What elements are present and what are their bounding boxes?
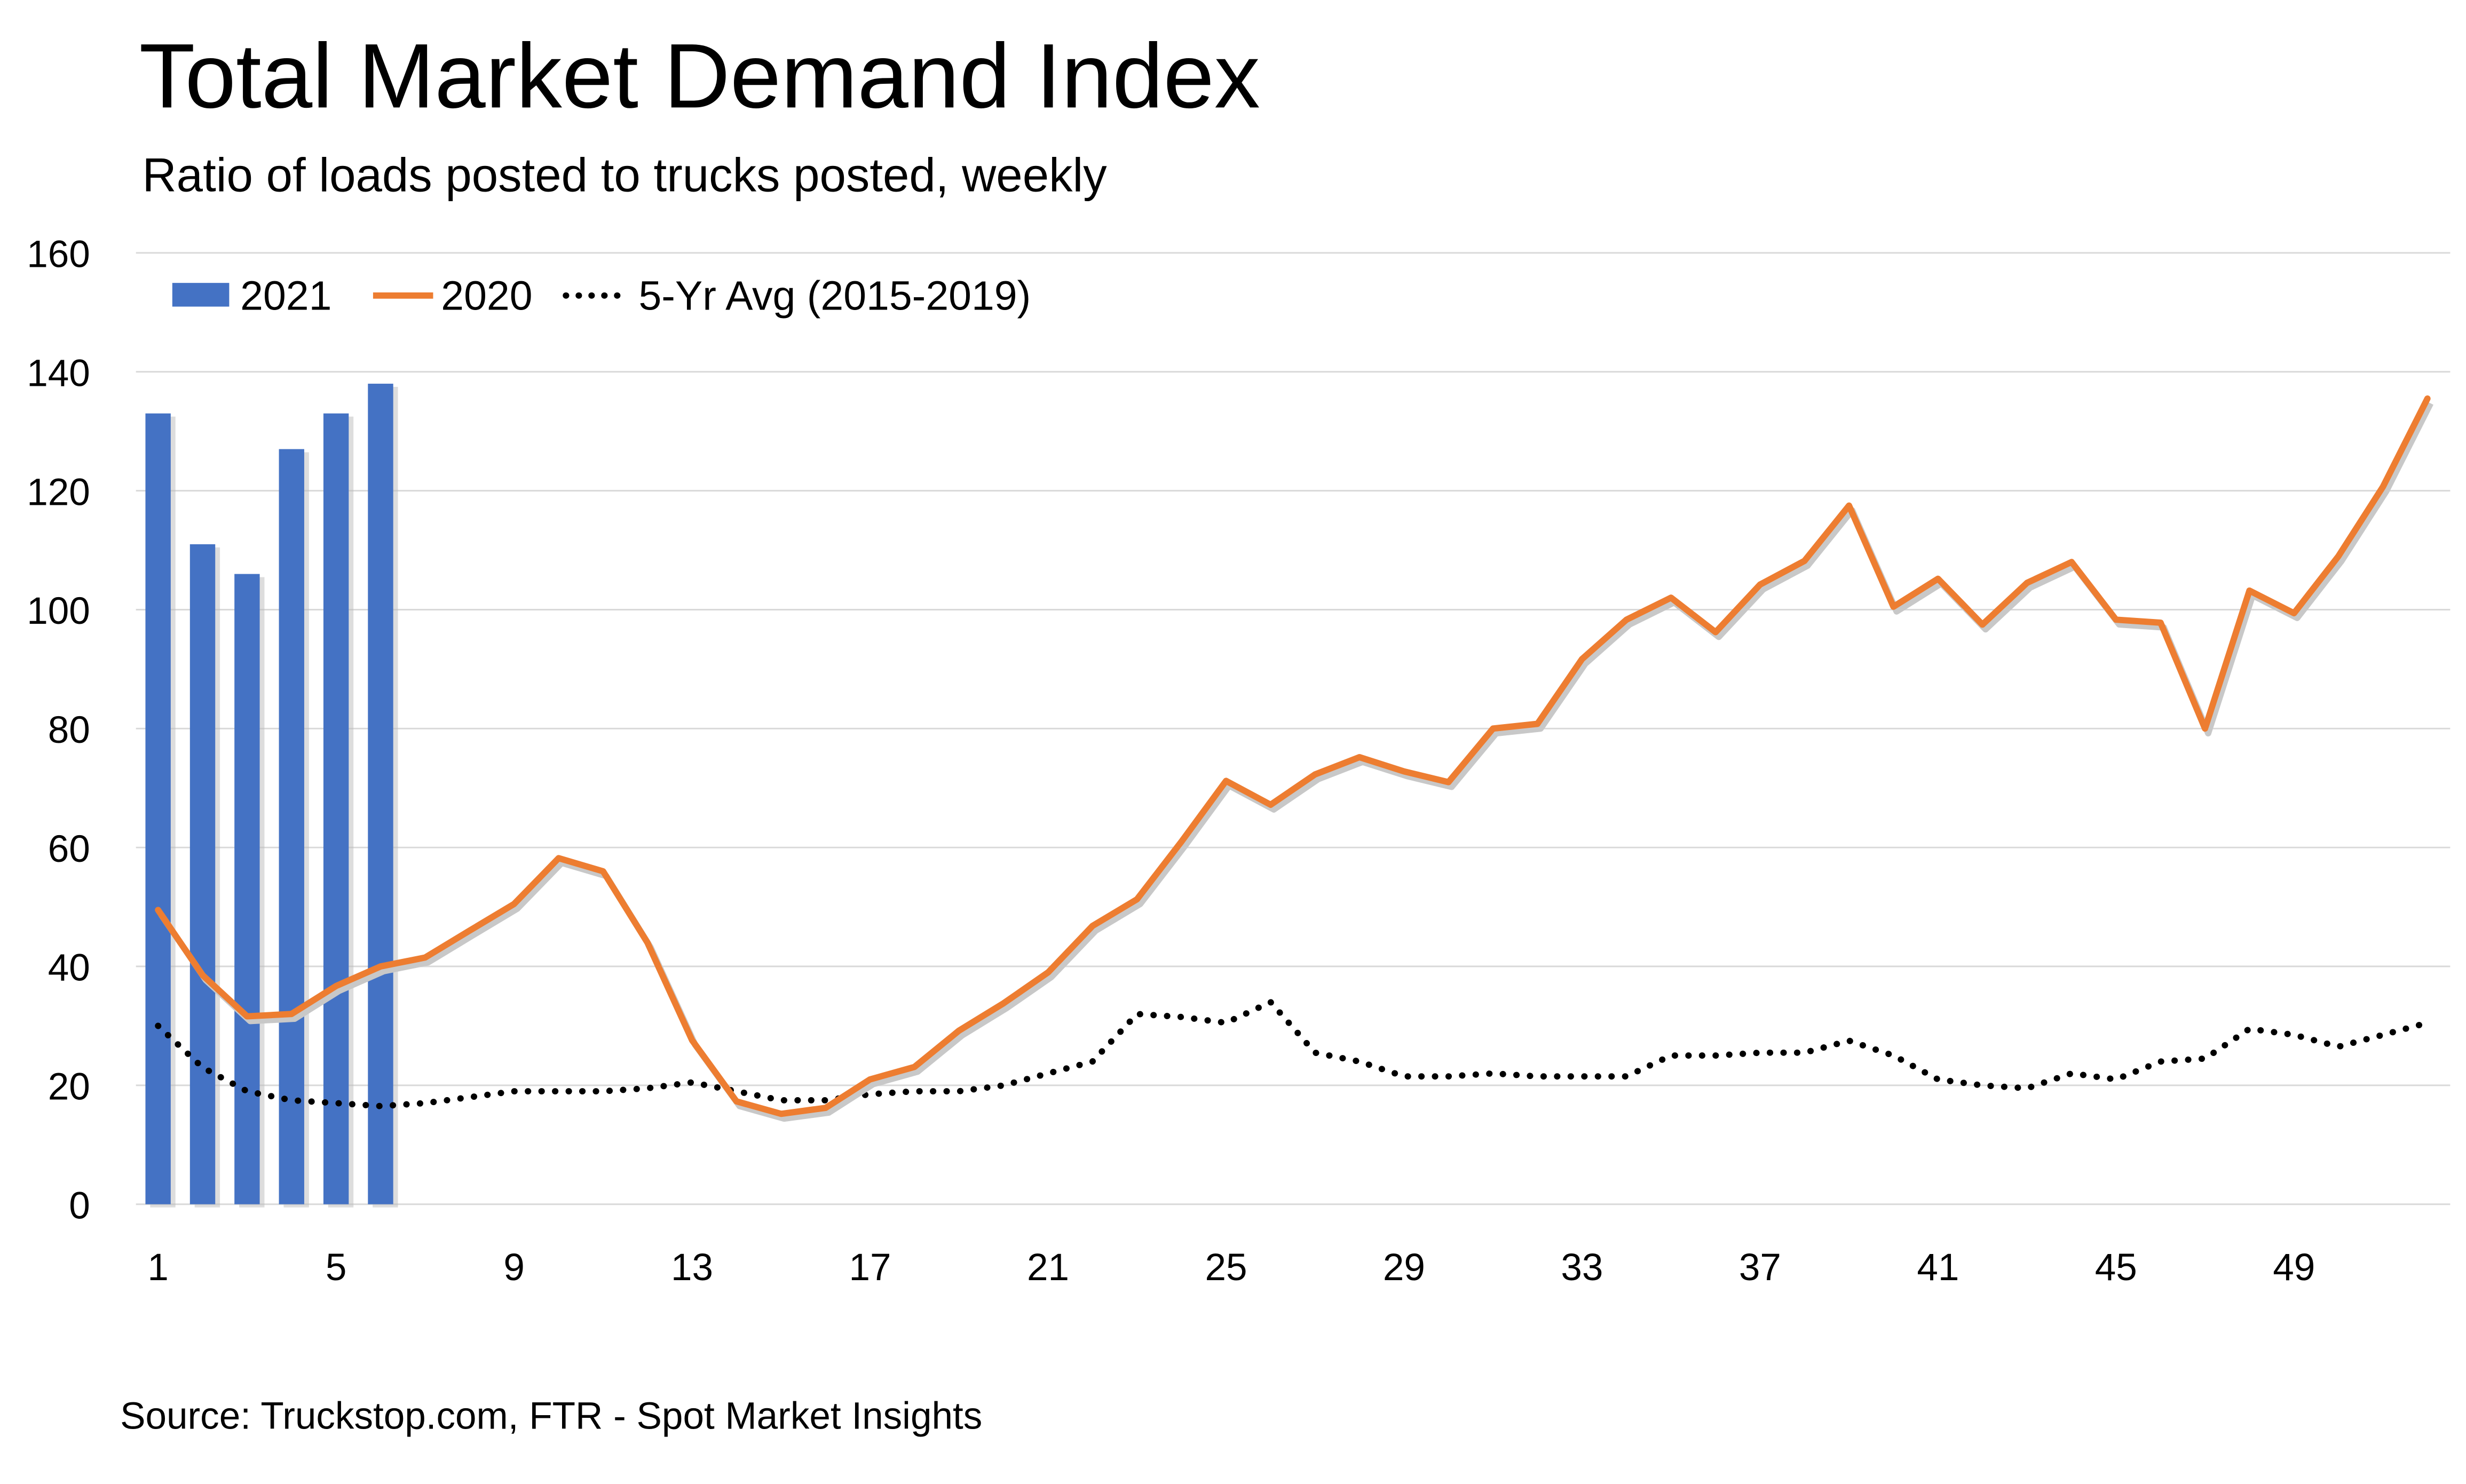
bar-2021 <box>368 384 393 1204</box>
point-2020 <box>1848 505 1850 506</box>
point-2020 <box>1582 658 1583 660</box>
y-tick-label: 80 <box>48 709 90 751</box>
x-tick-label: 25 <box>1205 1247 1247 1289</box>
point-2020 <box>647 942 648 943</box>
y-tick-label: 60 <box>48 828 90 870</box>
line-2020 <box>155 395 2431 1117</box>
x-tick-label: 45 <box>2095 1247 2137 1289</box>
x-tick-label: 1 <box>147 1247 169 1289</box>
x-tick-label: 33 <box>1561 1247 1603 1289</box>
y-tick-label: 120 <box>27 471 90 513</box>
legend-swatch-2021 <box>172 283 230 307</box>
bar-2021 <box>279 449 304 1204</box>
x-tick-label: 37 <box>1739 1247 1781 1289</box>
x-tick-label: 21 <box>1027 1247 1069 1289</box>
legend-label-5yr-avg: 5-Yr Avg (2015-2019) <box>638 273 1031 319</box>
y-tick-label: 160 <box>27 234 90 276</box>
y-tick-label: 40 <box>48 947 90 989</box>
y-tick-label: 20 <box>48 1066 90 1108</box>
source-note: Source: Truckstop.com, FTR - Spot Market… <box>120 1395 982 1437</box>
point-2020 <box>247 1016 248 1017</box>
x-tick-label: 5 <box>326 1247 347 1289</box>
x-tick-label: 13 <box>671 1247 713 1289</box>
bar-2021 <box>189 544 216 1204</box>
x-tick-label: 49 <box>2273 1247 2315 1289</box>
y-tick-label: 100 <box>27 590 90 632</box>
point-2020 <box>870 1079 871 1080</box>
x-tick-label: 9 <box>503 1247 525 1289</box>
bar-2021 <box>234 574 260 1204</box>
legend-label-2020: 2020 <box>441 273 532 319</box>
legend: 2021 2020 5-Yr Avg (2015-2019) <box>172 273 1031 319</box>
point-2020 <box>1003 1003 1004 1004</box>
point-2020 <box>558 858 559 859</box>
y-tick-label: 0 <box>69 1185 90 1227</box>
x-tick-label: 29 <box>1383 1247 1425 1289</box>
y-tick-label: 140 <box>27 352 90 394</box>
bar-2021 <box>145 413 171 1204</box>
point-2020 <box>1938 578 1939 579</box>
bars-2021 <box>145 384 398 1208</box>
chart-title: Total Market Demand Index <box>139 25 1260 127</box>
line-2020-shadow <box>159 402 2433 1122</box>
x-tick-label: 41 <box>1917 1247 1959 1289</box>
point-2020 <box>2204 728 2206 729</box>
bar-2021 <box>323 413 349 1204</box>
y-axis: 0 20 40 60 80 100 120 140 160 <box>27 234 90 1227</box>
lines <box>155 395 2433 1122</box>
gridlines <box>136 252 2451 1205</box>
point-2020 <box>1982 624 1983 625</box>
legend-label-2021: 2021 <box>240 273 331 319</box>
x-tick-label: 17 <box>849 1247 891 1289</box>
line-5yr-avg <box>155 998 2431 1109</box>
x-axis: 1 5 9 13 17 21 25 29 33 37 41 45 49 <box>147 1247 2315 1289</box>
chart-subtitle: Ratio of loads posted to trucks posted, … <box>143 148 1108 201</box>
point-2020 <box>2338 555 2339 557</box>
